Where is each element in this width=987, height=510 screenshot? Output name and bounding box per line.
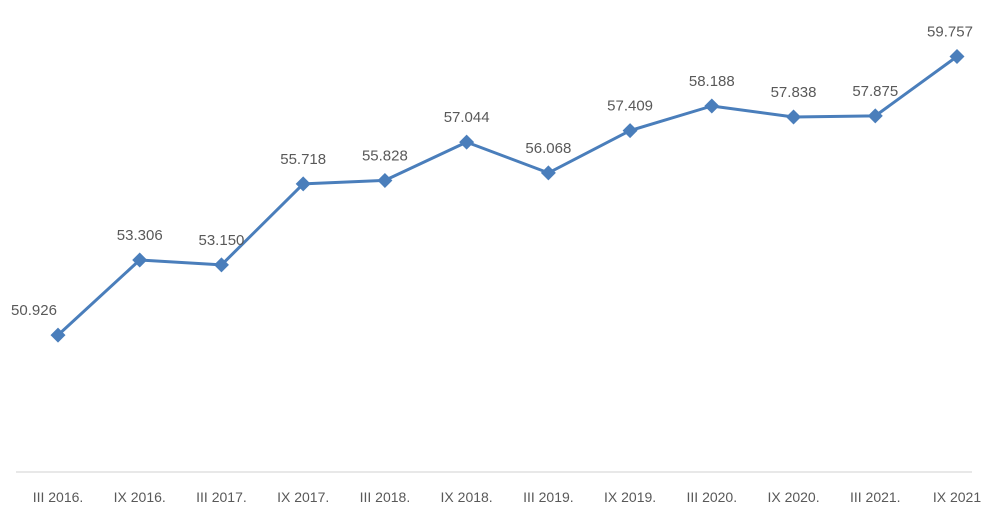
data-point-marker [377, 172, 393, 188]
data-point-marker [622, 123, 638, 139]
marker-layer [50, 49, 965, 343]
series-line [56, 55, 959, 337]
x-tick-label: III 2019. [523, 489, 574, 505]
data-label: 57.409 [607, 98, 653, 115]
x-tick-label: III 2016. [33, 489, 84, 505]
data-point-marker [867, 108, 883, 124]
data-point-marker [540, 165, 556, 181]
data-point-marker [786, 109, 802, 125]
data-label: 55.718 [280, 151, 326, 168]
data-label: 55.828 [362, 147, 408, 164]
data-point-marker [132, 252, 148, 268]
data-point-marker [459, 134, 475, 150]
x-tick-label: IX 2016. [114, 489, 166, 505]
x-tick-label: III 2021. [850, 489, 901, 505]
data-point-marker [295, 176, 311, 192]
data-label: 58.188 [689, 73, 735, 90]
x-tick-label: IX 2018. [441, 489, 493, 505]
data-point-marker [949, 49, 965, 65]
data-point-marker [213, 257, 229, 273]
data-label: 57.875 [852, 83, 898, 100]
x-tick-label: III 2020. [687, 489, 738, 505]
data-label: 56.068 [525, 140, 571, 157]
data-label: 57.044 [444, 109, 490, 126]
x-tick-label: IX 2019. [604, 489, 656, 505]
data-label: 53.306 [117, 227, 163, 244]
x-tick-label: IX 2020. [767, 489, 819, 505]
series-layer [56, 55, 959, 337]
data-point-marker [50, 327, 66, 343]
data-label: 50.926 [11, 302, 57, 319]
data-label-layer: 50.926 53.306 53.150 55.718 55.828 57.044 56.0… [11, 24, 973, 320]
x-tick-label: III 2017. [196, 489, 247, 505]
data-label: 57.838 [771, 84, 817, 101]
data-label: 53.150 [199, 232, 245, 249]
data-point-marker [704, 98, 720, 114]
x-tick-label: IX 2017. [277, 489, 329, 505]
x-tick-layer: III 2016. IX 2016. III 2017. IX 2017. III 20… [33, 489, 982, 505]
data-label: 59.757 [927, 24, 973, 41]
x-tick-label: III 2018. [360, 489, 411, 505]
x-tick-label: IX 2021 [933, 489, 981, 505]
